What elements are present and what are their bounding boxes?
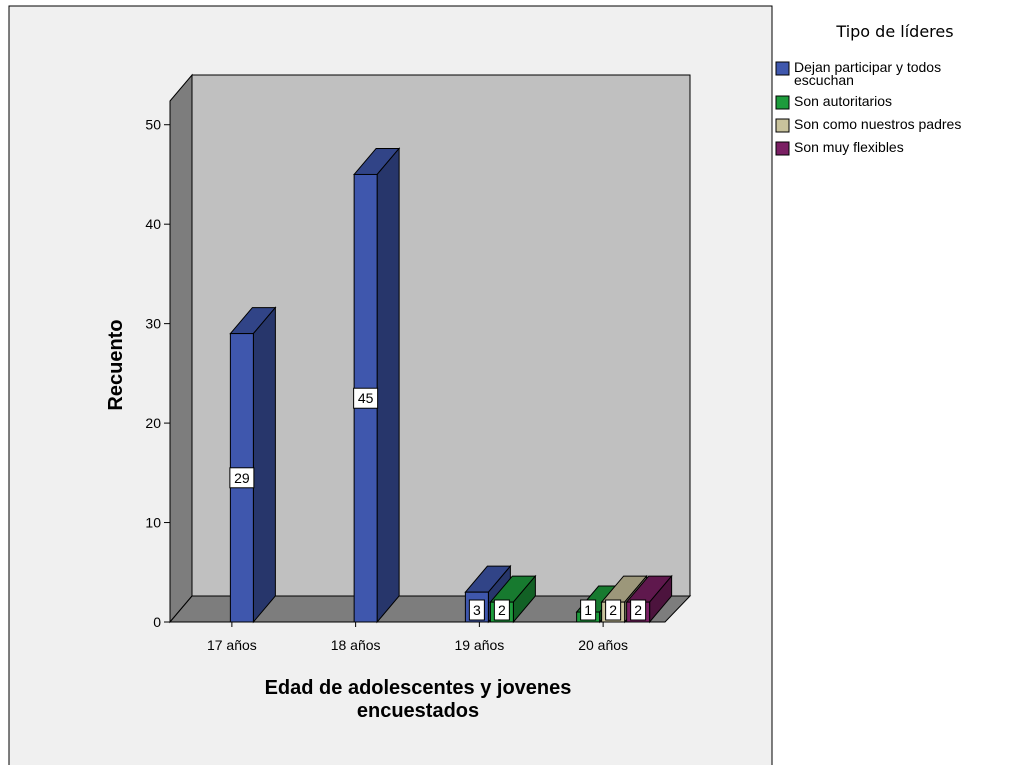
x-axis-title: Edad de adolescentes y jovenes encuestado… [265, 677, 572, 722]
legend-label: Son muy flexibles [794, 139, 904, 155]
data-label-box [468, 599, 485, 621]
x-axis-title-line: encuestados [357, 700, 479, 722]
x-axis: 17 años 18 años 19 años 20 años [170, 621, 665, 653]
bar: 3 [464, 564, 512, 624]
data-label-box [493, 599, 510, 621]
legend-label: Son autoritarios [794, 93, 892, 109]
side-wall [169, 73, 193, 624]
data-label: 29 [234, 470, 250, 486]
data-label: 3 [473, 602, 481, 618]
x-tick-label: 17 años [207, 637, 257, 653]
y-axis-title: Recuento [105, 319, 127, 410]
x-tick-label: 20 años [578, 637, 628, 653]
y-tick-label: 50 [145, 117, 161, 133]
y-tick-label: 0 [153, 614, 161, 630]
legend-swatch [775, 141, 790, 156]
data-label: 1 [584, 602, 592, 618]
bar: 45 [353, 147, 401, 624]
legend-swatch [775, 61, 790, 76]
bar-side [376, 147, 400, 624]
y-axis: 0 10 20 30 40 50 [145, 117, 170, 630]
legend-title: Tipo de líderes [835, 22, 953, 41]
data-label: 2 [634, 602, 642, 618]
data-label-box [353, 387, 379, 409]
legend-label: Son como nuestros padres [794, 116, 961, 132]
x-tick-label: 19 años [454, 637, 504, 653]
x-tick-label: 18 años [331, 637, 381, 653]
y-tick-label: 20 [145, 415, 161, 431]
bars: 29 45 3 2 1 2 2 [229, 147, 673, 624]
legend: Tipo de líderes Dejan participar y todos… [775, 22, 961, 156]
legend-label: escuchan [794, 72, 854, 88]
y-tick-label: 30 [145, 316, 161, 332]
data-label: 45 [358, 390, 374, 406]
data-label: 2 [609, 602, 617, 618]
y-tick-label: 10 [145, 515, 161, 531]
legend-label: Dejan participar y todos [794, 59, 941, 75]
y-tick-label: 40 [145, 216, 161, 232]
bar: 29 [229, 306, 277, 624]
legend-swatch [775, 118, 790, 133]
data-label-box [630, 599, 647, 621]
data-label-box [605, 599, 622, 621]
data-label-box [229, 467, 255, 489]
bar: 2 [625, 574, 673, 624]
x-axis-title-line: Edad de adolescentes y jovenes [265, 677, 572, 699]
data-label-box [580, 599, 597, 621]
legend-swatch [775, 95, 790, 110]
data-label: 2 [498, 602, 506, 618]
bar-side [252, 306, 276, 624]
